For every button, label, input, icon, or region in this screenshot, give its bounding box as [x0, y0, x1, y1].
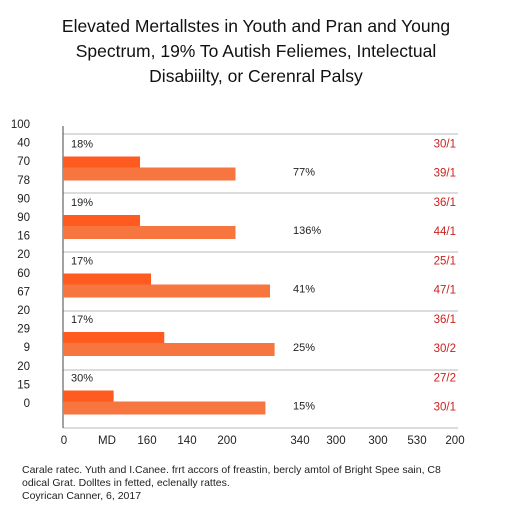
group-percent-label: 18%: [71, 138, 93, 150]
y-axis-tick-label: 20: [17, 305, 30, 317]
y-axis-tick-label: 78: [17, 175, 30, 187]
group-percent-label: 17%: [71, 255, 93, 267]
bar-long: [63, 343, 275, 356]
chart-title-line-1: Elevated Mertallstes in Youth and Pran a…: [61, 16, 451, 36]
bar-long: [63, 226, 236, 239]
bar-value-label: 15%: [293, 400, 315, 412]
y-axis-tick-label: 70: [17, 156, 30, 168]
right-ratio-label: 36/1: [434, 314, 456, 326]
y-axis-tick-label: 20: [17, 249, 30, 261]
bar-long: [63, 401, 266, 415]
y-axis-tick-label: 29: [17, 324, 30, 336]
y-axis-tick-label: 40: [17, 138, 30, 150]
footnote-line-3: Coyrican Canner, 6, 2017: [22, 490, 142, 502]
bar-value-label: 77%: [293, 166, 315, 178]
x-axis-tick-label: 140: [177, 435, 196, 447]
footnote-line-2: odical Grat. Dolltes in fetted, eclenall…: [22, 477, 230, 489]
x-axis-tick-label: 0: [61, 435, 67, 447]
group-percent-label: 19%: [71, 197, 93, 209]
x-axis-tick-label: 160: [137, 435, 156, 447]
right-ratio-label-secondary: 44/1: [434, 226, 456, 238]
right-ratio-label: 25/1: [434, 256, 456, 268]
chart-title-line-2: Spectrum, 19% To Autish Feliemes, Intele…: [75, 41, 437, 61]
right-ratio-label: 30/1: [434, 139, 456, 151]
footnote-line-1: Carale ratec. Yuth and I.Canee. frrt acc…: [22, 464, 441, 476]
chart-title-line-3: Disabiilty, or Cerenral Palsy: [149, 66, 363, 86]
x-axis-tick-label: 530: [407, 435, 426, 447]
right-ratio-label-secondary: 39/1: [434, 168, 456, 180]
y-axis-tick-label: 20: [17, 361, 30, 373]
bar-short: [63, 273, 152, 285]
right-ratio-label-secondary: 47/1: [434, 285, 456, 297]
y-axis-tick-label: 16: [17, 231, 30, 243]
x-axis-tick-label: 200: [445, 435, 464, 447]
x-axis-tick-label: 300: [326, 435, 345, 447]
group-percent-label: 17%: [71, 314, 93, 326]
bar-value-label: 136%: [293, 225, 321, 237]
right-ratio-label-secondary: 30/2: [434, 343, 456, 355]
bar-long: [63, 167, 236, 181]
y-axis-tick-label: 15: [17, 379, 30, 391]
y-axis-tick-label: 0: [24, 398, 30, 410]
y-axis-tick-label: 100: [11, 119, 30, 131]
x-axis-tick-label: 300: [368, 435, 387, 447]
bar-value-label: 25%: [293, 342, 315, 354]
x-axis-tick-label: MD: [98, 435, 116, 447]
bar-long: [63, 284, 270, 298]
right-ratio-label: 36/1: [434, 197, 456, 209]
bar-short: [63, 390, 114, 402]
bar-value-label: 41%: [293, 283, 315, 295]
chart-title: Elevated Mertallstes in Youth and Pran a…: [20, 14, 492, 89]
y-axis-tick-label: 90: [17, 212, 30, 224]
y-axis-tick-label: 60: [17, 268, 30, 280]
group-percent-label: 30%: [71, 372, 93, 384]
chart-footnote: Carale ratec. Yuth and I.Canee. frrt acc…: [22, 464, 502, 503]
bar-short: [63, 156, 141, 168]
x-axis-tick-label: 340: [290, 435, 309, 447]
bar-short: [63, 332, 165, 343]
y-axis-tick-label: 67: [17, 286, 30, 298]
y-axis-tick-label: 90: [17, 193, 30, 205]
y-axis-tick-label: 9: [24, 342, 30, 354]
right-ratio-label: 27/2: [434, 373, 456, 385]
right-ratio-label-secondary: 30/1: [434, 402, 456, 414]
x-axis-tick-label: 200: [217, 435, 236, 447]
bar-short: [63, 215, 141, 226]
